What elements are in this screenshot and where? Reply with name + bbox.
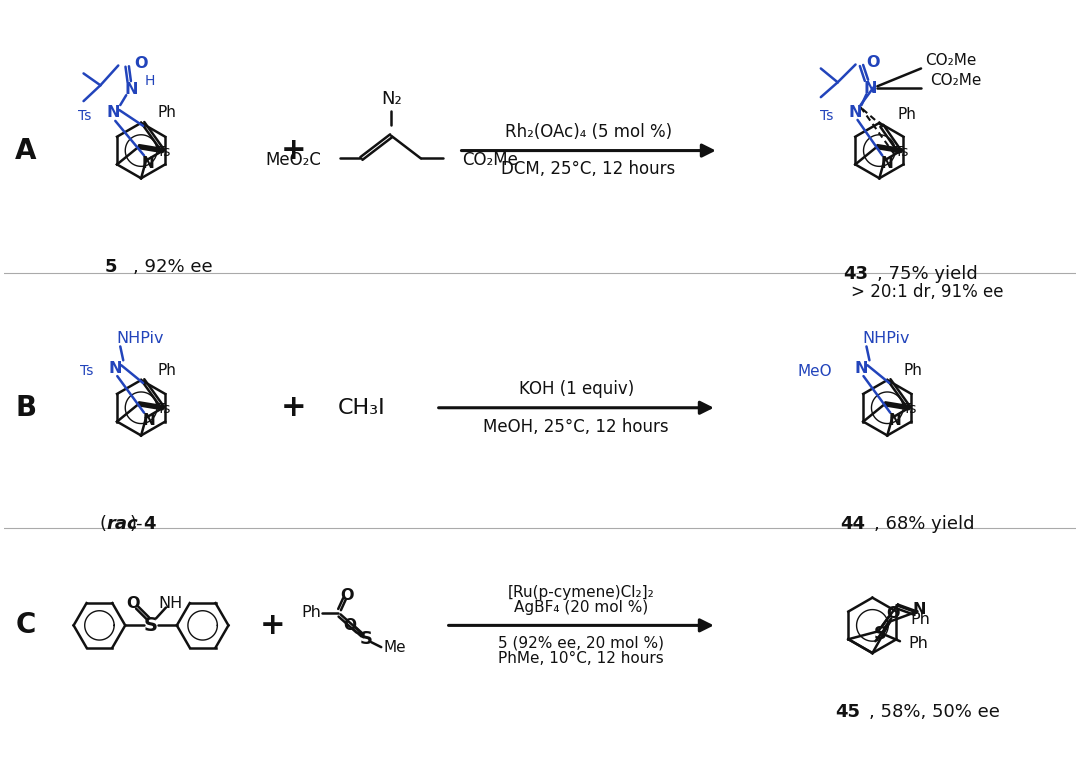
- Text: MeO: MeO: [797, 364, 832, 378]
- Text: N₂: N₂: [381, 90, 402, 108]
- Text: +: +: [281, 393, 307, 422]
- Text: O: O: [134, 56, 148, 71]
- Text: N: N: [881, 156, 893, 171]
- Text: 5: 5: [105, 259, 118, 276]
- Text: N: N: [143, 413, 156, 428]
- Text: 45: 45: [835, 703, 860, 722]
- Text: Ph: Ph: [158, 363, 177, 378]
- Text: N: N: [141, 156, 154, 171]
- Text: DCM, 25°C, 12 hours: DCM, 25°C, 12 hours: [501, 161, 676, 178]
- Text: , 58%, 50% ee: , 58%, 50% ee: [869, 703, 1000, 722]
- Text: N: N: [109, 361, 122, 376]
- Text: Ts: Ts: [821, 109, 834, 123]
- Text: Ph: Ph: [903, 363, 922, 378]
- Text: O: O: [340, 588, 353, 603]
- Text: , 75% yield: , 75% yield: [877, 266, 978, 283]
- Text: , 68% yield: , 68% yield: [875, 516, 975, 533]
- Text: MeOH, 25°C, 12 hours: MeOH, 25°C, 12 hours: [484, 418, 669, 435]
- Text: H: H: [145, 74, 156, 88]
- Text: B: B: [15, 394, 37, 422]
- Text: 44: 44: [840, 516, 865, 533]
- Text: Ts: Ts: [78, 109, 92, 123]
- Text: )-: )-: [130, 516, 143, 533]
- Text: Ts: Ts: [903, 401, 916, 416]
- Text: +: +: [281, 136, 307, 165]
- Text: 5 (92% ee, 20 mol %): 5 (92% ee, 20 mol %): [498, 635, 664, 650]
- Text: 4: 4: [143, 516, 156, 533]
- Text: Me: Me: [383, 640, 406, 655]
- Text: Ts: Ts: [157, 144, 171, 158]
- Text: N: N: [849, 106, 862, 120]
- Text: +: +: [259, 611, 285, 640]
- Text: CO₂Me: CO₂Me: [462, 151, 518, 170]
- Text: (: (: [99, 516, 107, 533]
- Text: O: O: [866, 55, 880, 70]
- Text: Ph: Ph: [908, 635, 928, 651]
- Text: Ts: Ts: [80, 364, 94, 378]
- Text: AgBF₄ (20 mol %): AgBF₄ (20 mol %): [514, 601, 648, 615]
- Text: CH₃I: CH₃I: [338, 398, 386, 418]
- Text: Ph: Ph: [158, 106, 177, 120]
- Text: Rh₂(OAc)₄ (5 mol %): Rh₂(OAc)₄ (5 mol %): [505, 123, 672, 141]
- Text: Ph: Ph: [897, 107, 916, 123]
- Text: N: N: [107, 106, 120, 120]
- Text: rac: rac: [106, 516, 138, 533]
- Text: S: S: [144, 616, 158, 635]
- Text: PhMe, 10°C, 12 hours: PhMe, 10°C, 12 hours: [498, 651, 664, 666]
- Text: O: O: [887, 606, 900, 621]
- Text: , 92% ee: , 92% ee: [133, 259, 213, 276]
- Text: O: O: [343, 618, 356, 633]
- Text: CO₂Me: CO₂Me: [924, 53, 976, 68]
- Text: > 20:1 dr, 91% ee: > 20:1 dr, 91% ee: [851, 283, 1003, 301]
- Text: Ts: Ts: [157, 401, 171, 416]
- Text: NHPiv: NHPiv: [117, 331, 164, 346]
- Text: NHPiv: NHPiv: [863, 331, 910, 346]
- Text: S: S: [360, 630, 373, 648]
- Text: N: N: [864, 81, 877, 96]
- Text: MeO₂C: MeO₂C: [266, 151, 322, 170]
- Text: [Ru(p-cymene)Cl₂]₂: [Ru(p-cymene)Cl₂]₂: [508, 584, 654, 600]
- Text: O: O: [126, 596, 140, 611]
- Text: Ts: Ts: [895, 144, 908, 158]
- Text: NH: NH: [159, 596, 183, 611]
- Text: S: S: [874, 625, 887, 643]
- Text: N: N: [913, 602, 926, 617]
- Text: Ph: Ph: [909, 612, 930, 627]
- Text: N: N: [889, 413, 902, 428]
- Text: N: N: [854, 361, 868, 376]
- Text: KOH (1 equiv): KOH (1 equiv): [518, 380, 634, 398]
- Text: C: C: [16, 611, 37, 639]
- Text: CO₂Me: CO₂Me: [930, 73, 982, 88]
- Text: N: N: [124, 82, 138, 96]
- Text: 43: 43: [843, 266, 868, 283]
- Text: A: A: [15, 137, 37, 164]
- Text: Ph: Ph: [301, 605, 322, 620]
